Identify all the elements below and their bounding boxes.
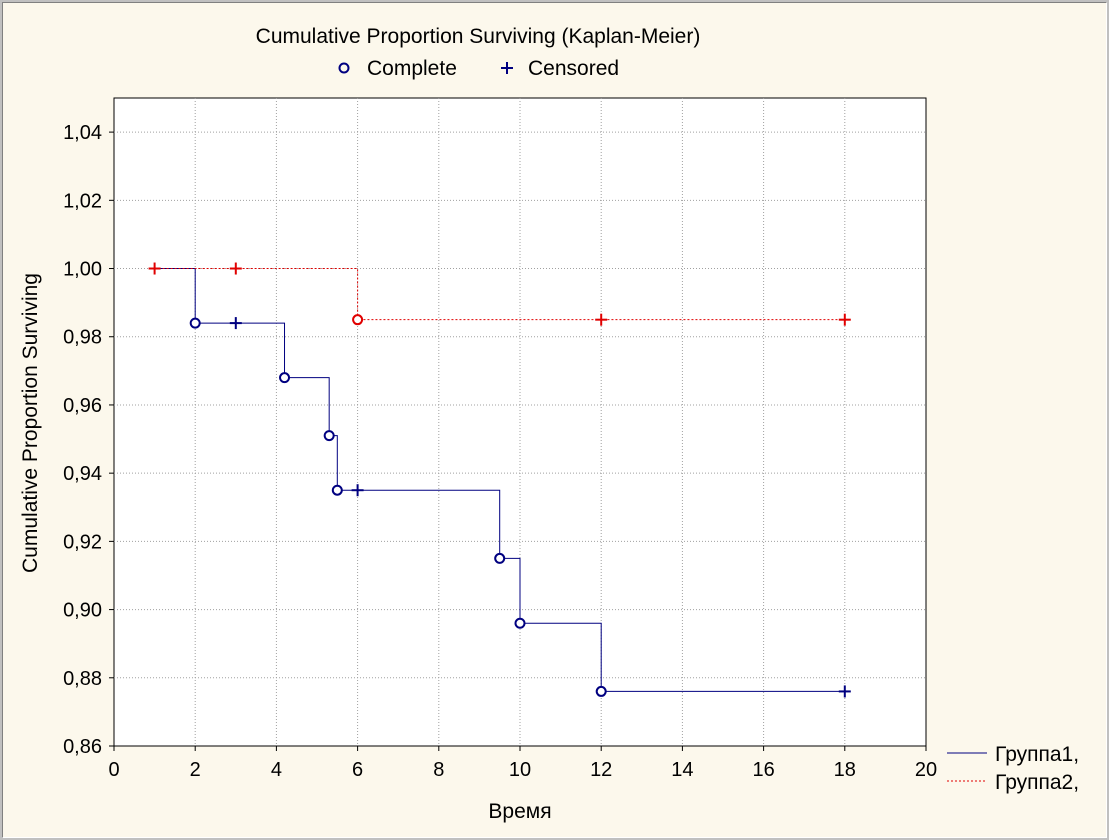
y-tick-label: 0,96 [63, 395, 102, 417]
x-tick-label: 0 [108, 759, 119, 781]
complete-point [494, 552, 506, 564]
y-tick-label: 1,02 [63, 190, 102, 212]
censored-point [351, 484, 364, 497]
y-tick-label: 0,98 [63, 327, 102, 349]
y-tick-label: 0,92 [63, 531, 102, 553]
x-axis-label: Время [488, 800, 551, 823]
x-tick-label: 4 [271, 759, 282, 781]
complete-point [189, 317, 201, 329]
censored-point [838, 313, 851, 326]
y-axis-ticks: 0,86 0,88 0,90 0,92 0,94 0,96 0,98 1,00 1,02 1,04 [63, 122, 114, 758]
y-tick-label: 0,90 [63, 600, 102, 622]
chart-title: Cumulative Proportion Surviving (Kaplan-… [256, 25, 701, 48]
censored-point [838, 685, 851, 698]
y-tick-label: 1,00 [63, 259, 102, 281]
complete-point [595, 685, 607, 697]
marker-legend: Complete Censored [338, 57, 619, 80]
x-tick-label: 10 [509, 759, 531, 781]
complete-marker-icon [338, 62, 350, 74]
y-axis-label: Cumulative Proportion Surviving [19, 273, 42, 573]
series-1 [154, 268, 851, 698]
grid-lines [114, 98, 926, 746]
censored-point [148, 262, 161, 275]
x-tick-label: 8 [433, 759, 444, 781]
x-tick-label: 2 [190, 759, 201, 781]
series-legend: Группа1, Группа2, [947, 743, 1079, 794]
y-tick-label: 1,04 [63, 122, 102, 144]
x-axis-ticks: 0 2 4 6 8 10 12 14 16 18 20 [108, 746, 937, 781]
x-tick-label: 16 [752, 759, 774, 781]
legend-group1-label: Группа1, [995, 743, 1079, 766]
complete-point [279, 372, 291, 384]
legend-complete-label: Complete [367, 57, 457, 80]
complete-point [352, 314, 364, 326]
kaplan-meier-chart: Cumulative Proportion Surviving (Kaplan-… [19, 25, 1079, 823]
y-tick-label: 0,88 [63, 668, 102, 690]
x-tick-label: 20 [915, 759, 937, 781]
legend-censored-label: Censored [528, 57, 619, 80]
x-tick-label: 6 [352, 759, 363, 781]
y-tick-label: 0,86 [63, 736, 102, 758]
x-tick-label: 12 [590, 759, 612, 781]
censored-point [229, 262, 242, 275]
legend-group2-label: Группа2, [995, 771, 1079, 794]
series-2 [148, 262, 851, 326]
complete-point [323, 430, 335, 442]
censored-point [595, 313, 608, 326]
x-tick-label: 18 [834, 759, 856, 781]
complete-point [331, 484, 343, 496]
censored-marker-icon [501, 62, 513, 74]
series-layer [148, 262, 851, 698]
y-tick-label: 0,94 [63, 463, 102, 485]
complete-point [514, 617, 526, 629]
censored-point [229, 317, 242, 330]
x-tick-label: 14 [671, 759, 693, 781]
